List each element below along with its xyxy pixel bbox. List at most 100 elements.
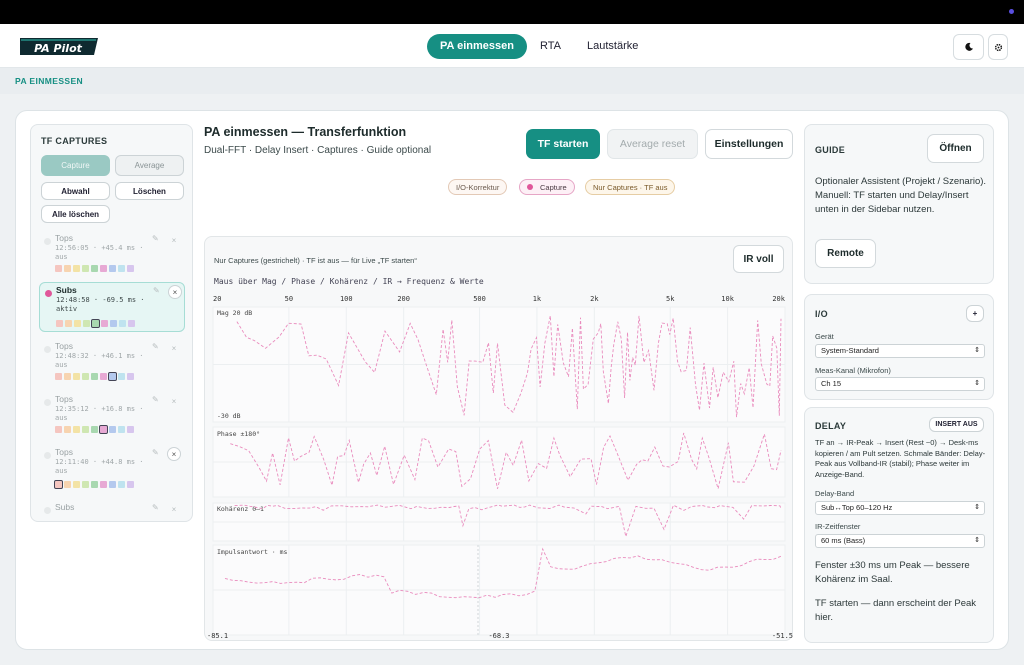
- loeschen-button[interactable]: Löschen: [115, 182, 184, 200]
- delay-band-select[interactable]: Sub↔Top 60–120 Hz ⇕: [815, 501, 985, 515]
- transfer-function-plot[interactable]: Nur Captures (gestrichelt) · TF ist aus …: [204, 236, 793, 641]
- capture-item[interactable]: Tops 12:11:40 · +44.8 ms · aus ✎ ×: [39, 445, 185, 493]
- color-swatch[interactable]: [109, 481, 116, 488]
- color-swatch[interactable]: [54, 480, 63, 489]
- close-icon[interactable]: ×: [171, 396, 177, 406]
- color-swatch[interactable]: [73, 265, 80, 272]
- color-swatch[interactable]: [128, 320, 135, 327]
- color-swatch[interactable]: [73, 426, 80, 433]
- insert-toggle-button[interactable]: INSERT AUS: [929, 417, 984, 432]
- guide-text: Optionaler Assistent (Projekt / Szenario…: [815, 176, 987, 215]
- color-swatch[interactable]: [109, 426, 116, 433]
- capture-chip[interactable]: Capture: [519, 179, 575, 195]
- tf-start-button[interactable]: TF starten: [526, 129, 600, 159]
- plot-canvas[interactable]: 20 50 100 200 500 1k 2k 5k 10k 20k Mag 20 dB -30 dB…: [205, 237, 794, 642]
- capture-status-dot: [44, 399, 51, 406]
- color-swatch[interactable]: [73, 481, 80, 488]
- edit-icon[interactable]: ✎: [152, 448, 159, 457]
- only-captures-chip[interactable]: Nur Captures · TF aus: [585, 179, 676, 195]
- color-swatch[interactable]: [101, 320, 108, 327]
- color-swatch[interactable]: [83, 320, 90, 327]
- close-icon[interactable]: ×: [171, 235, 177, 245]
- color-swatch[interactable]: [65, 320, 72, 327]
- color-swatch[interactable]: [91, 373, 98, 380]
- guide-open-button[interactable]: Öffnen: [927, 134, 984, 163]
- close-icon[interactable]: ×: [167, 447, 181, 461]
- ir-label: Impulsantwort · ms: [217, 548, 288, 556]
- color-swatch[interactable]: [108, 372, 117, 381]
- edit-icon[interactable]: ✎: [152, 342, 159, 351]
- meas-channel-select[interactable]: Ch 15 ⇕: [815, 377, 985, 391]
- chip-label: I/O-Korrektur: [456, 182, 500, 192]
- color-swatch[interactable]: [127, 481, 134, 488]
- color-swatch[interactable]: [64, 265, 71, 272]
- close-icon[interactable]: ×: [171, 343, 177, 353]
- color-swatch[interactable]: [91, 426, 98, 433]
- color-swatch[interactable]: [127, 373, 134, 380]
- capture-item[interactable]: Tops 12:56:05 · +45.4 ms · aus ✎ ×: [39, 231, 185, 275]
- edit-icon[interactable]: ✎: [152, 395, 159, 404]
- color-swatch[interactable]: [64, 426, 71, 433]
- nav-tab-rta[interactable]: RTA: [539, 40, 561, 52]
- color-swatch[interactable]: [82, 265, 89, 272]
- io-add-button[interactable]: +: [966, 305, 984, 322]
- color-swatch[interactable]: [74, 320, 81, 327]
- capture-meta: 12:48:32 · +46.1 ms · aus: [55, 352, 144, 369]
- io-correction-chip[interactable]: I/O-Korrektur: [448, 179, 508, 195]
- color-swatch[interactable]: [55, 265, 62, 272]
- nav-tab-pa-einmessen[interactable]: PA einmessen: [427, 34, 527, 59]
- color-swatch[interactable]: [118, 481, 125, 488]
- capture-item[interactable]: Tops 12:35:12 · +16.8 ms · aus ✎ ×: [39, 392, 185, 438]
- nav-tab-lautstaerke[interactable]: Lautstärke: [586, 40, 639, 52]
- color-swatch[interactable]: [100, 373, 107, 380]
- settings-button[interactable]: [988, 34, 1008, 60]
- color-swatch[interactable]: [99, 425, 108, 434]
- color-swatch[interactable]: [73, 373, 80, 380]
- color-swatch[interactable]: [82, 426, 89, 433]
- color-swatch[interactable]: [64, 373, 71, 380]
- color-swatch[interactable]: [64, 481, 71, 488]
- edit-icon[interactable]: ✎: [152, 503, 159, 512]
- theme-toggle-button[interactable]: [953, 34, 984, 60]
- gear-icon: [994, 43, 1002, 51]
- capture-mode-button[interactable]: Capture: [41, 155, 110, 176]
- color-swatch[interactable]: [127, 426, 134, 433]
- color-swatch[interactable]: [118, 265, 125, 272]
- delay-band-label: Delay-Band: [815, 489, 855, 498]
- capture-item[interactable]: Tops 12:48:32 · +46.1 ms · aus ✎ ×: [39, 339, 185, 385]
- color-swatch[interactable]: [110, 320, 117, 327]
- color-swatch[interactable]: [109, 265, 116, 272]
- remote-button[interactable]: Remote: [815, 239, 876, 268]
- color-swatch[interactable]: [119, 320, 126, 327]
- settings-open-button[interactable]: Einstellungen: [705, 129, 793, 159]
- color-swatch[interactable]: [100, 265, 107, 272]
- color-swatch[interactable]: [127, 265, 134, 272]
- close-icon[interactable]: ×: [168, 285, 182, 299]
- edit-icon[interactable]: ✎: [152, 234, 159, 243]
- abwahl-button[interactable]: Abwahl: [41, 182, 110, 200]
- device-select[interactable]: System-Standard ⇕: [815, 344, 985, 358]
- ir-window-select[interactable]: 60 ms (Bass) ⇕: [815, 534, 985, 548]
- color-swatch[interactable]: [118, 373, 125, 380]
- color-swatch[interactable]: [91, 319, 100, 328]
- color-swatch[interactable]: [56, 320, 63, 327]
- average-reset-button[interactable]: Average reset: [607, 129, 698, 159]
- capture-item[interactable]: Subs ✎ ×: [39, 500, 185, 518]
- delay-title: DELAY: [815, 421, 847, 431]
- color-swatch[interactable]: [91, 265, 98, 272]
- color-swatch[interactable]: [82, 373, 89, 380]
- color-swatch[interactable]: [118, 426, 125, 433]
- color-swatch[interactable]: [100, 481, 107, 488]
- tf-captures-panel: TF CAPTURES Capture Average Abwahl Lösch…: [30, 124, 193, 522]
- capture-item-active[interactable]: Subs 12:48:58 · -69.5 ms · aktiv ✎ ×: [39, 282, 185, 332]
- alle-loeschen-button[interactable]: Alle löschen: [41, 205, 110, 223]
- color-swatch[interactable]: [82, 481, 89, 488]
- color-swatch[interactable]: [55, 373, 62, 380]
- color-swatch[interactable]: [55, 426, 62, 433]
- edit-icon[interactable]: ✎: [153, 286, 160, 295]
- ir-full-button[interactable]: IR voll: [733, 245, 784, 273]
- close-icon[interactable]: ×: [171, 504, 177, 514]
- average-mode-button[interactable]: Average: [115, 155, 184, 176]
- pa-pilot-logo[interactable]: PA Pilot: [18, 34, 100, 58]
- color-swatch[interactable]: [91, 481, 98, 488]
